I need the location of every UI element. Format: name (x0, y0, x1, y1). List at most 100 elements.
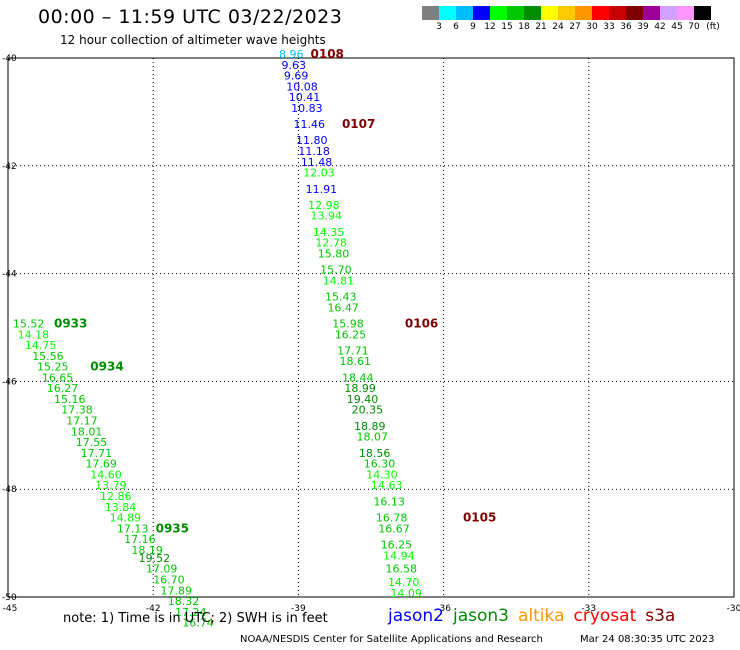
footer-org: NOAA/NESDIS Center for Satellite Applica… (240, 634, 543, 645)
colorbar (422, 6, 711, 20)
colorbar-swatch (490, 6, 507, 20)
swh-value: 14.09 (390, 587, 422, 600)
swh-value: 18.61 (340, 355, 372, 368)
swh-value: 11.48 (301, 156, 333, 169)
swh-value: 12.78 (315, 237, 347, 250)
x-tick-label: -39 (291, 604, 306, 614)
swh-value: 13.94 (311, 210, 343, 223)
swh-value: 8.96 (279, 48, 304, 61)
colorbar-label: 33 (603, 22, 615, 32)
swh-value: 16.74 (182, 617, 214, 630)
swh-value: 15.52 (13, 318, 45, 331)
swh-value: 13.79 (95, 479, 127, 492)
plot-frame (7, 57, 735, 598)
swh-value: 14.30 (366, 468, 398, 481)
swh-value: 17.17 (66, 415, 98, 428)
colorbar-label: 6 (453, 22, 459, 32)
swh-value: 18.07 (356, 431, 388, 444)
pass-time-label: 0108 (311, 47, 344, 61)
swh-value: 17.09 (146, 563, 178, 576)
swh-value: 19.52 (139, 552, 171, 565)
swh-value: 17.16 (124, 533, 156, 546)
swh-value: 9.69 (284, 70, 309, 83)
colorbar-swatch (524, 6, 541, 20)
colorbar-label: 18 (518, 22, 530, 32)
colorbar-label: 3 (436, 22, 442, 32)
swh-value: 17.69 (85, 458, 117, 471)
swh-value: 18.32 (168, 595, 200, 608)
colorbar-swatch (694, 6, 711, 20)
x-tick-label: -45 (3, 604, 18, 614)
colorbar-label: 70 (688, 22, 700, 32)
swh-value: 12.98 (308, 199, 340, 212)
satellite-jason2: jason2 (388, 606, 444, 626)
pass-time-label: 0106 (405, 317, 438, 331)
colorbar-label: 9 (470, 22, 476, 32)
colorbar-label: 12 (484, 22, 496, 32)
satellite-altika: altika (518, 606, 565, 626)
swh-value: 16.25 (335, 328, 367, 341)
y-tick-label: -50 (2, 593, 17, 603)
colorbar-swatch (507, 6, 524, 20)
colorbar-label: 21 (535, 22, 547, 32)
swh-value: 12.86 (100, 490, 131, 503)
swh-value: 15.16 (54, 393, 85, 406)
pass-time-label: 0935 (156, 521, 189, 535)
swh-value: 14.18 (18, 328, 50, 341)
swh-value: 17.38 (61, 404, 93, 417)
swh-value: 11.80 (296, 134, 328, 147)
colorbar-label: 36 (620, 22, 632, 32)
swh-value: 14.81 (323, 274, 355, 287)
colorbar-swatch (575, 6, 592, 20)
swh-value: 15.56 (32, 350, 64, 363)
swh-value: 16.65 (42, 371, 74, 384)
colorbar-swatch (626, 6, 643, 20)
swh-value: 15.43 (325, 291, 357, 304)
page-title: 00:00 – 11:59 UTC 03/22/2023 (38, 6, 343, 28)
colorbar-label: 45 (671, 22, 683, 32)
swh-value: 10.83 (291, 102, 323, 115)
swh-value: 14.70 (388, 576, 420, 589)
satellite-legend: jason2 jason3 altika cryosat s3a (388, 606, 684, 626)
swh-value: 14.63 (371, 479, 403, 492)
swh-value: 17.89 (160, 584, 192, 597)
swh-value: 20.35 (352, 404, 384, 417)
swh-value: 14.75 (25, 339, 57, 352)
x-tick-label: -36 (436, 604, 451, 614)
swh-value: 12.03 (303, 167, 335, 180)
swh-value: 18.89 (354, 420, 386, 433)
swh-value: 11.46 (294, 118, 326, 131)
swh-value: 16.30 (364, 458, 396, 471)
colorbar-label: 30 (586, 22, 598, 32)
x-tick-label: -30 (727, 604, 740, 614)
y-tick-label: -42 (2, 162, 17, 172)
swh-value: 14.89 (110, 512, 142, 525)
swh-value: 14.60 (90, 468, 122, 481)
y-tick-label: -44 (2, 270, 17, 280)
swh-value: 18.19 (131, 544, 163, 557)
colorbar-label: 42 (654, 22, 666, 32)
swh-value: 18.01 (71, 425, 103, 438)
swh-value: 14.35 (313, 226, 345, 239)
swh-value: 16.47 (327, 301, 359, 314)
colorbar-swatch (422, 6, 439, 20)
swh-value: 19.40 (347, 393, 379, 406)
swh-value: 14.94 (383, 549, 415, 562)
colorbar-swatch (660, 6, 677, 20)
y-tick-label: -48 (2, 485, 17, 495)
colorbar-swatch (592, 6, 609, 20)
colorbar-swatch (677, 6, 694, 20)
x-tick-label: -33 (581, 604, 596, 614)
satellite-jason3: jason3 (453, 606, 509, 626)
y-tick-label: -40 (2, 54, 17, 64)
pass-time-label: 0933 (54, 317, 87, 331)
swh-value: 15.80 (318, 247, 350, 260)
swh-value: 16.70 (153, 574, 185, 587)
swh-value: 11.18 (298, 145, 330, 158)
pass-time-label: 0107 (342, 117, 375, 131)
colorbar-swatch (439, 6, 456, 20)
swh-value: 17.13 (117, 522, 148, 535)
swh-value: 11.91 (306, 183, 338, 196)
swh-value: 16.27 (47, 382, 79, 395)
swh-value: 15.98 (332, 318, 364, 331)
